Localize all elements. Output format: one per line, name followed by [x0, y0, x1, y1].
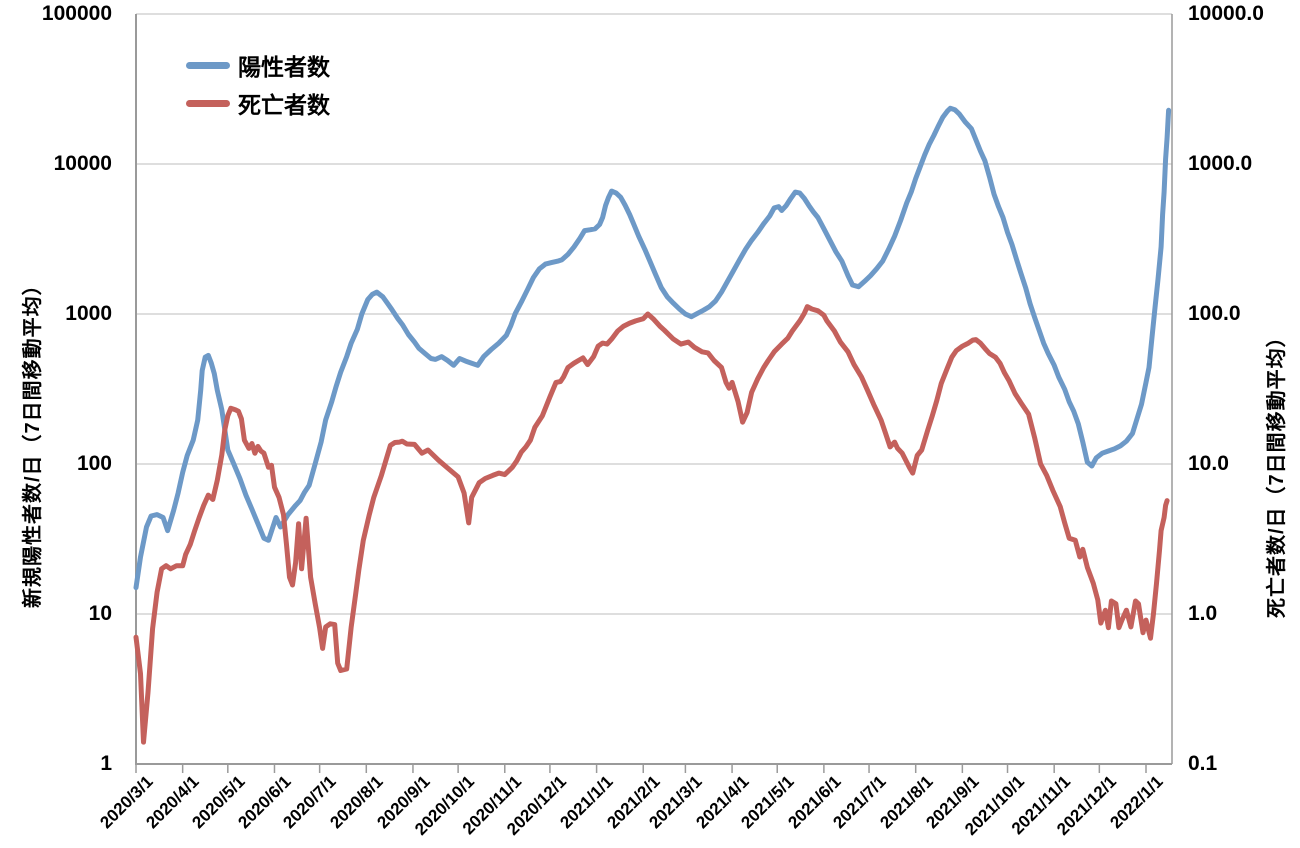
- legend-item-deaths: 死亡者数: [186, 84, 330, 122]
- y-axis-left-tick-label: 10000: [53, 152, 112, 175]
- y-axis-right-tick-label: 0.1: [1188, 752, 1218, 775]
- legend-item-positive: 陽性者数: [186, 46, 330, 84]
- y-axis-right-tick-label: 1000.0: [1188, 152, 1253, 175]
- legend-label-deaths: 死亡者数: [238, 92, 330, 118]
- y-axis-right-tick-label: 10000.0: [1188, 2, 1264, 25]
- y-axis-right-tick-label: 1.0: [1188, 602, 1218, 625]
- y-axis-left-tick-label: 100000: [41, 2, 112, 25]
- y-axis-left-tick-label: 1000: [65, 302, 112, 325]
- deaths-series-swatch-icon: [186, 99, 230, 107]
- y-axis-left-tick-label: 100: [76, 452, 112, 475]
- positive-series-swatch-icon: [186, 61, 230, 69]
- deaths-series-line: [133, 304, 1170, 745]
- positive-series-line: [133, 105, 1172, 591]
- legend-label-positive: 陽性者数: [238, 54, 330, 80]
- legend: 陽性者数 死亡者数: [186, 46, 330, 122]
- y-axis-right-tick-label: 100.0: [1188, 302, 1241, 325]
- y-axis-title-right: 死亡者数/日（7日間移動平均）: [1266, 326, 1288, 618]
- y-axis-right-tick-label: 10.0: [1188, 452, 1229, 475]
- y-axis-left-tick-label: 1: [100, 752, 112, 775]
- y-axis-left-tick-label: 10: [88, 602, 112, 625]
